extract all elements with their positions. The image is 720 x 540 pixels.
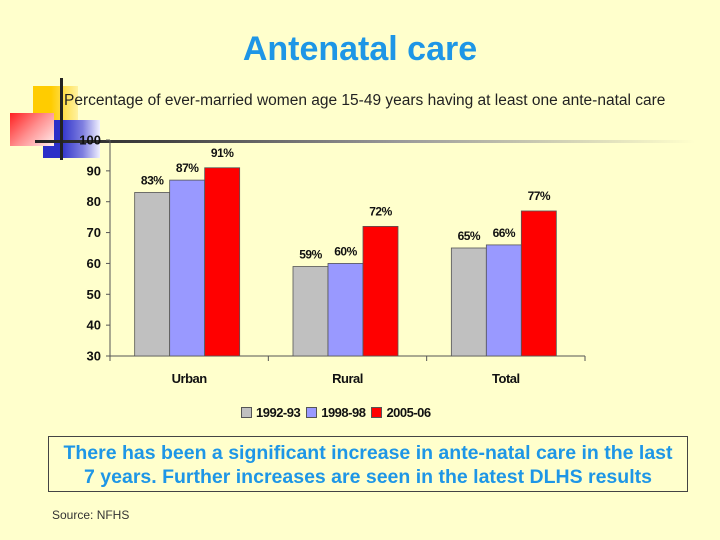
bar-rural-1998-98 (327, 263, 364, 357)
legend-label: 2005-06 (386, 405, 431, 420)
y-tick-label: 100 (79, 133, 101, 148)
bar-urban-2005-06 (204, 167, 241, 357)
chart-bars (134, 167, 557, 357)
y-tick-label: 90 (87, 163, 101, 178)
y-tick-label: 70 (87, 225, 101, 240)
legend-item: 1992-93 (241, 405, 301, 420)
chart-subtitle: Percentage of ever-married women age 15-… (64, 92, 666, 109)
data-label: 83% (141, 173, 164, 187)
bar-rural-1992-93 (292, 266, 329, 357)
summary-line-1: There has been a significant increase in… (63, 442, 673, 464)
data-label: 60% (334, 244, 357, 258)
logo-vertical-line (60, 78, 63, 160)
data-label: 72% (369, 204, 392, 218)
y-tick-label: 30 (87, 349, 101, 364)
y-tick-label: 80 (87, 194, 101, 209)
y-tick-label: 50 (87, 287, 101, 302)
data-label: 91% (211, 146, 234, 160)
bar-total-1992-93 (450, 247, 487, 357)
x-tick-label: Total (492, 371, 520, 386)
legend-item: 1998-98 (306, 405, 366, 420)
source-note: Source: NFHS (52, 508, 130, 522)
x-tick-label: Rural (332, 371, 363, 386)
data-label: 66% (493, 226, 516, 240)
bar-total-1998-98 (485, 244, 522, 357)
slide-title: Antenatal care (242, 30, 478, 68)
legend-label: 1992-93 (256, 405, 301, 420)
legend-label: 1998-98 (321, 405, 366, 420)
data-label: 87% (176, 161, 199, 175)
bar-urban-1998-98 (169, 179, 206, 357)
divider-line (35, 140, 695, 143)
legend-swatch (371, 407, 383, 418)
chart-legend: 1992-93 1998-98 2005-06 (241, 405, 431, 420)
x-tick-label: Urban (172, 371, 208, 386)
legend-item: 2005-06 (371, 405, 431, 420)
data-label: 59% (299, 248, 322, 262)
summary-line-2: 7 years. Further increases are seen in t… (84, 466, 652, 488)
legend-swatch (241, 407, 252, 418)
y-tick-label: 40 (87, 318, 101, 333)
summary-callout: There has been a significant increase in… (48, 436, 688, 492)
legend-swatch (306, 407, 318, 418)
bar-total-2005-06 (520, 210, 557, 357)
data-label: 77% (528, 189, 551, 203)
bar-urban-1992-93 (134, 192, 171, 357)
y-tick-label: 60 (87, 256, 101, 271)
bar-rural-2005-06 (362, 225, 399, 357)
data-label: 65% (458, 229, 481, 243)
chart-labels: 83% 87% 91% Urban 59% 60% 72% Rural 65% 66% 77% Tot… (141, 146, 552, 386)
